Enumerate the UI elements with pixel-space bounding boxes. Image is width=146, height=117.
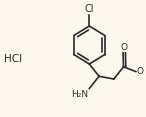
Text: I: I [145, 77, 146, 86]
Text: Cl: Cl [85, 4, 94, 14]
Text: O: O [121, 43, 128, 52]
Text: H₂N: H₂N [71, 90, 88, 99]
Text: O: O [137, 67, 144, 76]
Text: HCl: HCl [4, 54, 22, 64]
